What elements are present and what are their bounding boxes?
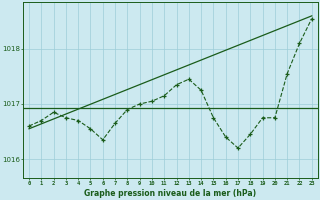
X-axis label: Graphe pression niveau de la mer (hPa): Graphe pression niveau de la mer (hPa) <box>84 189 256 198</box>
